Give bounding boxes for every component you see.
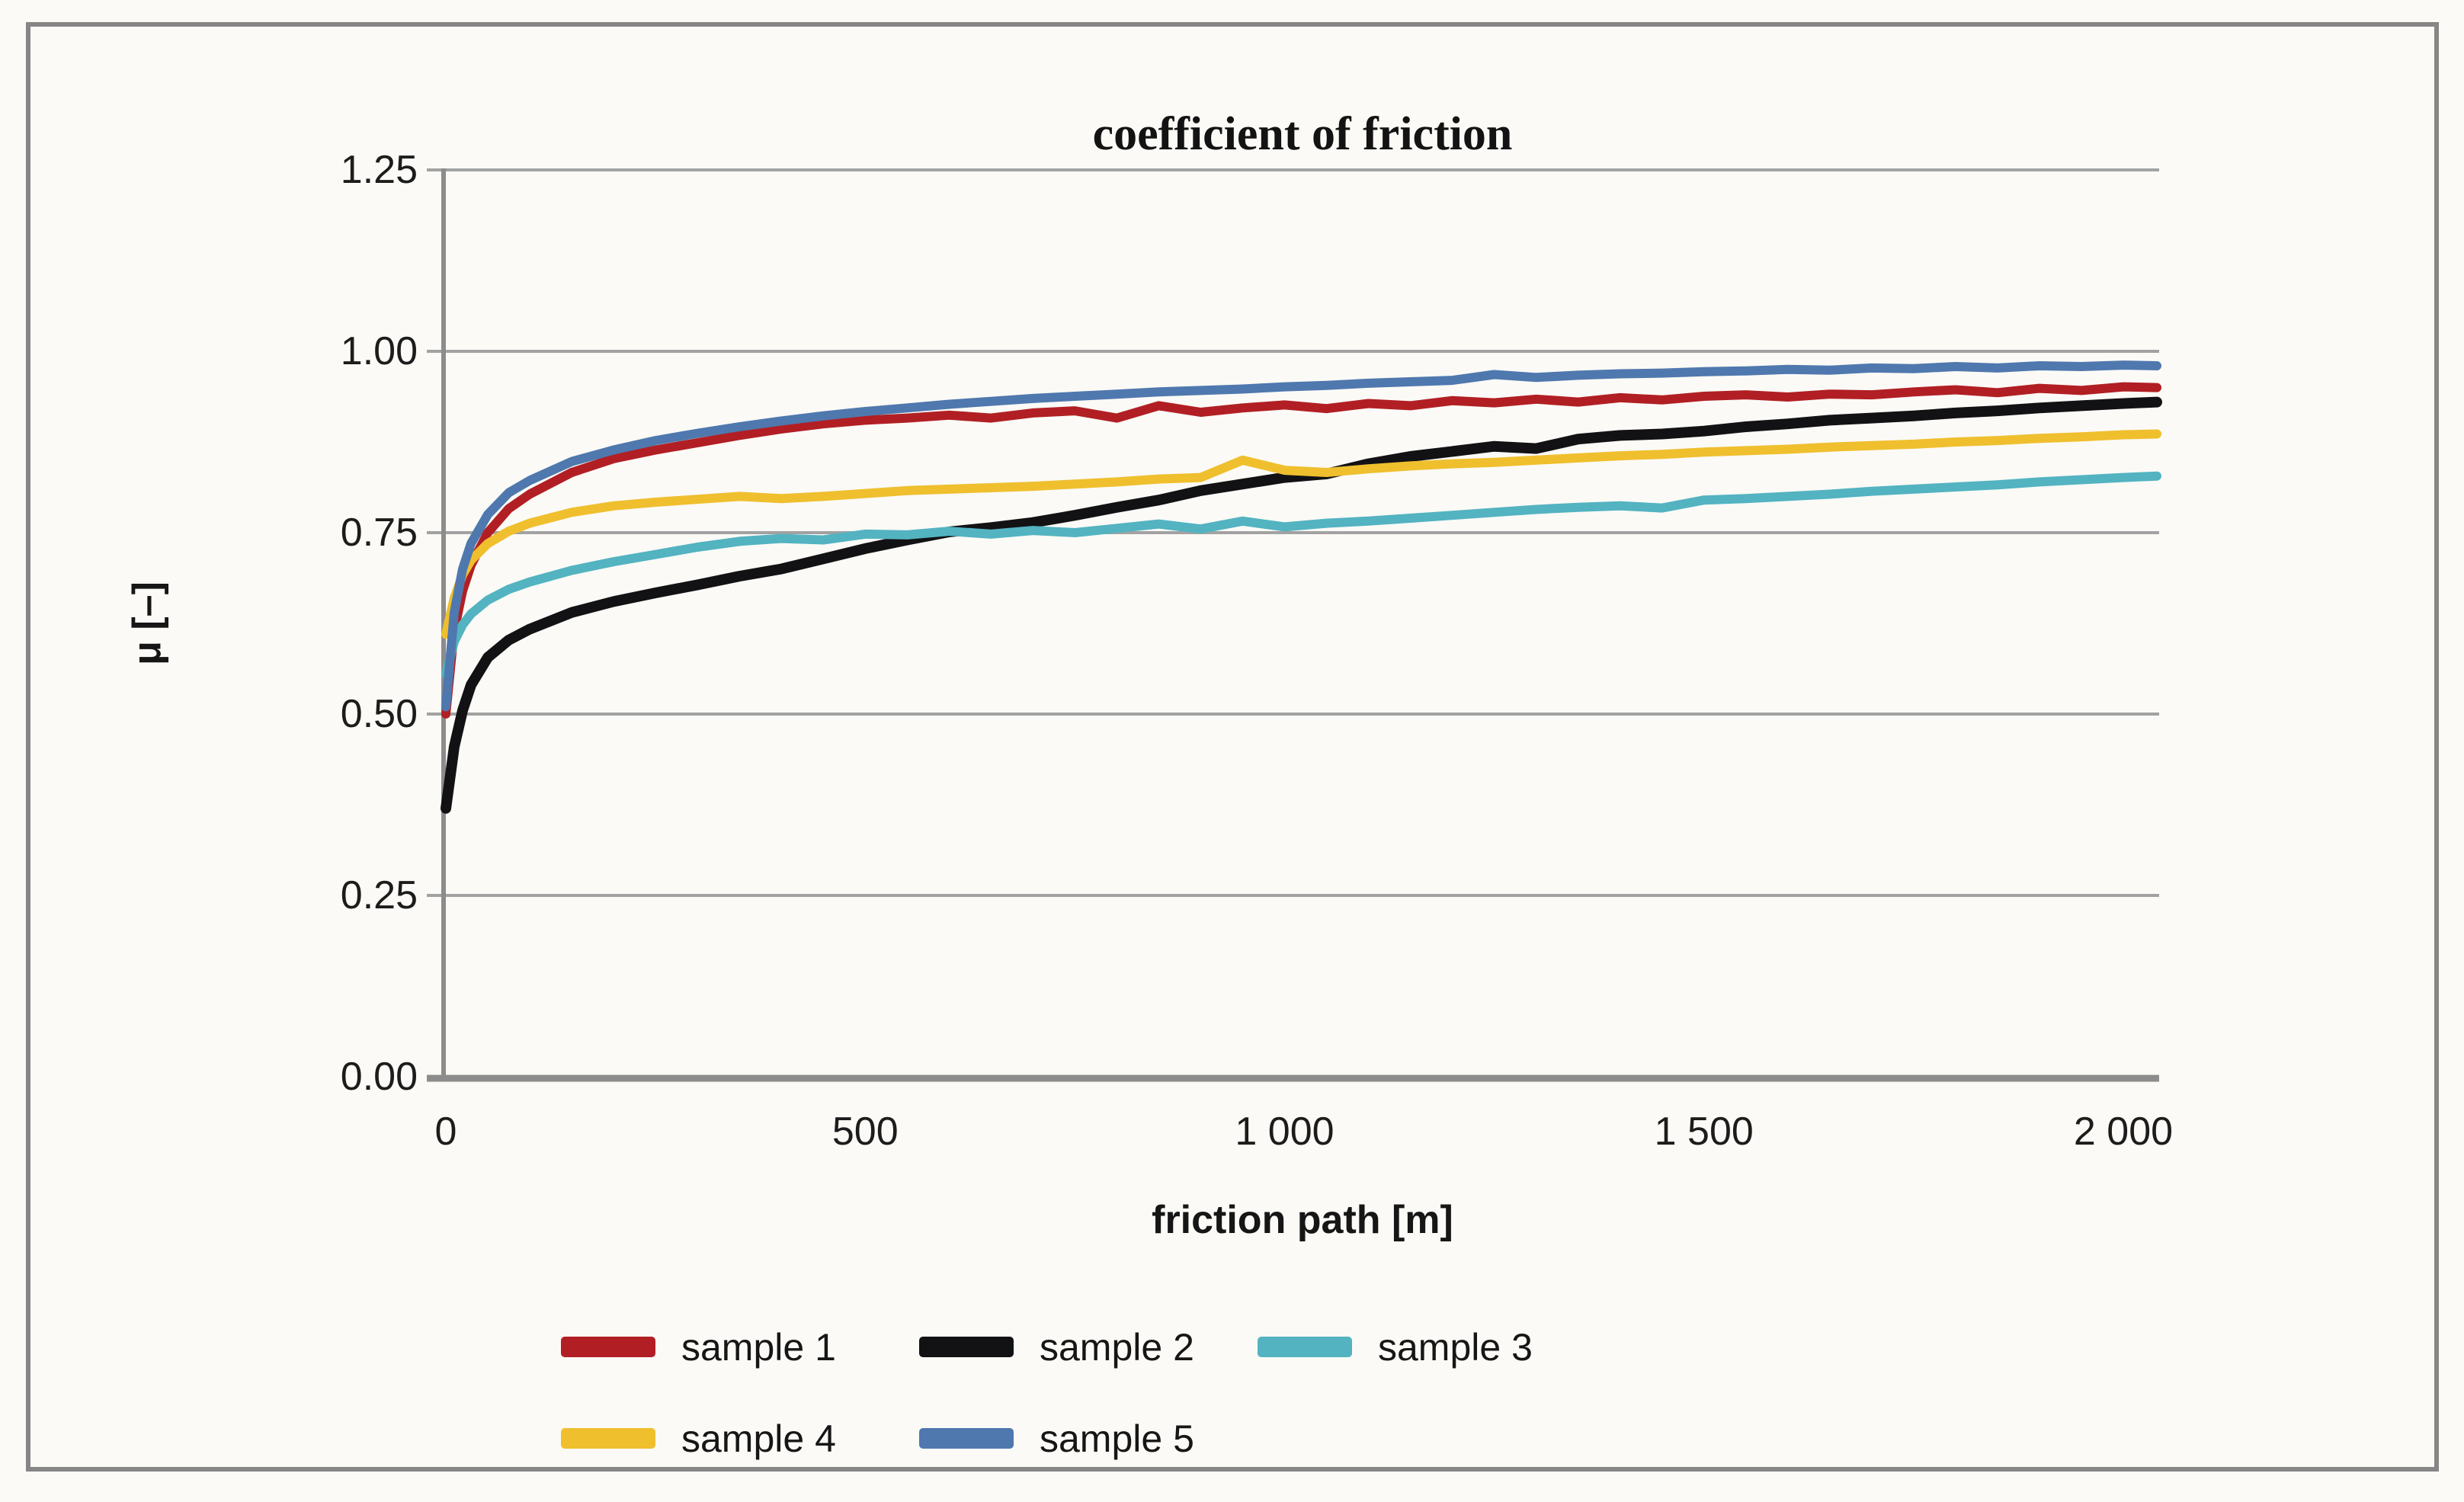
axes [427, 168, 2159, 1082]
legend-item-sample-5: sample 5 [919, 1417, 1194, 1460]
legend-item-sample-2: sample 2 [919, 1326, 1194, 1369]
legend-item-sample-1: sample 1 [561, 1326, 836, 1369]
series-line-sample-1 [441, 382, 2161, 719]
y-tick-1.25: 1.25 [341, 148, 418, 192]
gridlines [427, 168, 2159, 897]
legend-swatch-sample-5 [919, 1428, 1014, 1449]
legend-label-sample-4: sample 4 [681, 1417, 836, 1460]
series-line-sample-2 [441, 396, 2162, 814]
x-axis-title: friction path [m] [1152, 1198, 1453, 1242]
x-tick-1 500: 1 500 [1655, 1110, 1754, 1154]
legend-item-sample-3: sample 3 [1258, 1326, 1533, 1369]
legend-label-sample-1: sample 1 [681, 1326, 836, 1369]
legend-swatch-sample-4 [561, 1428, 655, 1449]
x-tick-500: 500 [832, 1110, 899, 1154]
legend-label-sample-2: sample 2 [1040, 1326, 1194, 1369]
legend-label-sample-3: sample 3 [1378, 1326, 1533, 1369]
y-axis-title: μ [–] [125, 581, 169, 665]
legend-swatch-sample-2 [919, 1337, 1014, 1357]
y-tick-0.25: 0.25 [341, 873, 418, 918]
legend-label-sample-5: sample 5 [1040, 1417, 1194, 1460]
x-tick-labels: 0 500 1 000 1 500 2 000 [435, 1110, 2174, 1154]
series-line-sample-3 [441, 471, 2161, 679]
series-line-sample-5 [441, 360, 2161, 712]
chart-title: coefficient of friction [1093, 108, 1513, 160]
legend-swatch-sample-3 [1258, 1337, 1352, 1357]
legend-item-sample-4: sample 4 [561, 1417, 836, 1460]
y-tick-0.50: 0.50 [341, 692, 418, 736]
y-tick-labels: 0.00 0.25 0.50 0.75 1.00 1.25 [341, 148, 418, 1099]
x-tick-0: 0 [435, 1110, 457, 1154]
y-tick-0.00: 0.00 [341, 1055, 418, 1099]
x-tick-1 000: 1 000 [1235, 1110, 1334, 1154]
figure-border [26, 22, 2439, 1472]
x-tick-2 000: 2 000 [2074, 1110, 2173, 1154]
series-lines [441, 360, 2162, 814]
y-tick-0.75: 0.75 [341, 511, 418, 555]
legend-swatch-sample-1 [561, 1337, 655, 1357]
series-line-sample-4 [441, 429, 2161, 639]
legend: sample 1 sample 2 sample 3 sample 4 sample 5 [561, 1326, 1533, 1460]
y-tick-1.00: 1.00 [341, 329, 418, 373]
